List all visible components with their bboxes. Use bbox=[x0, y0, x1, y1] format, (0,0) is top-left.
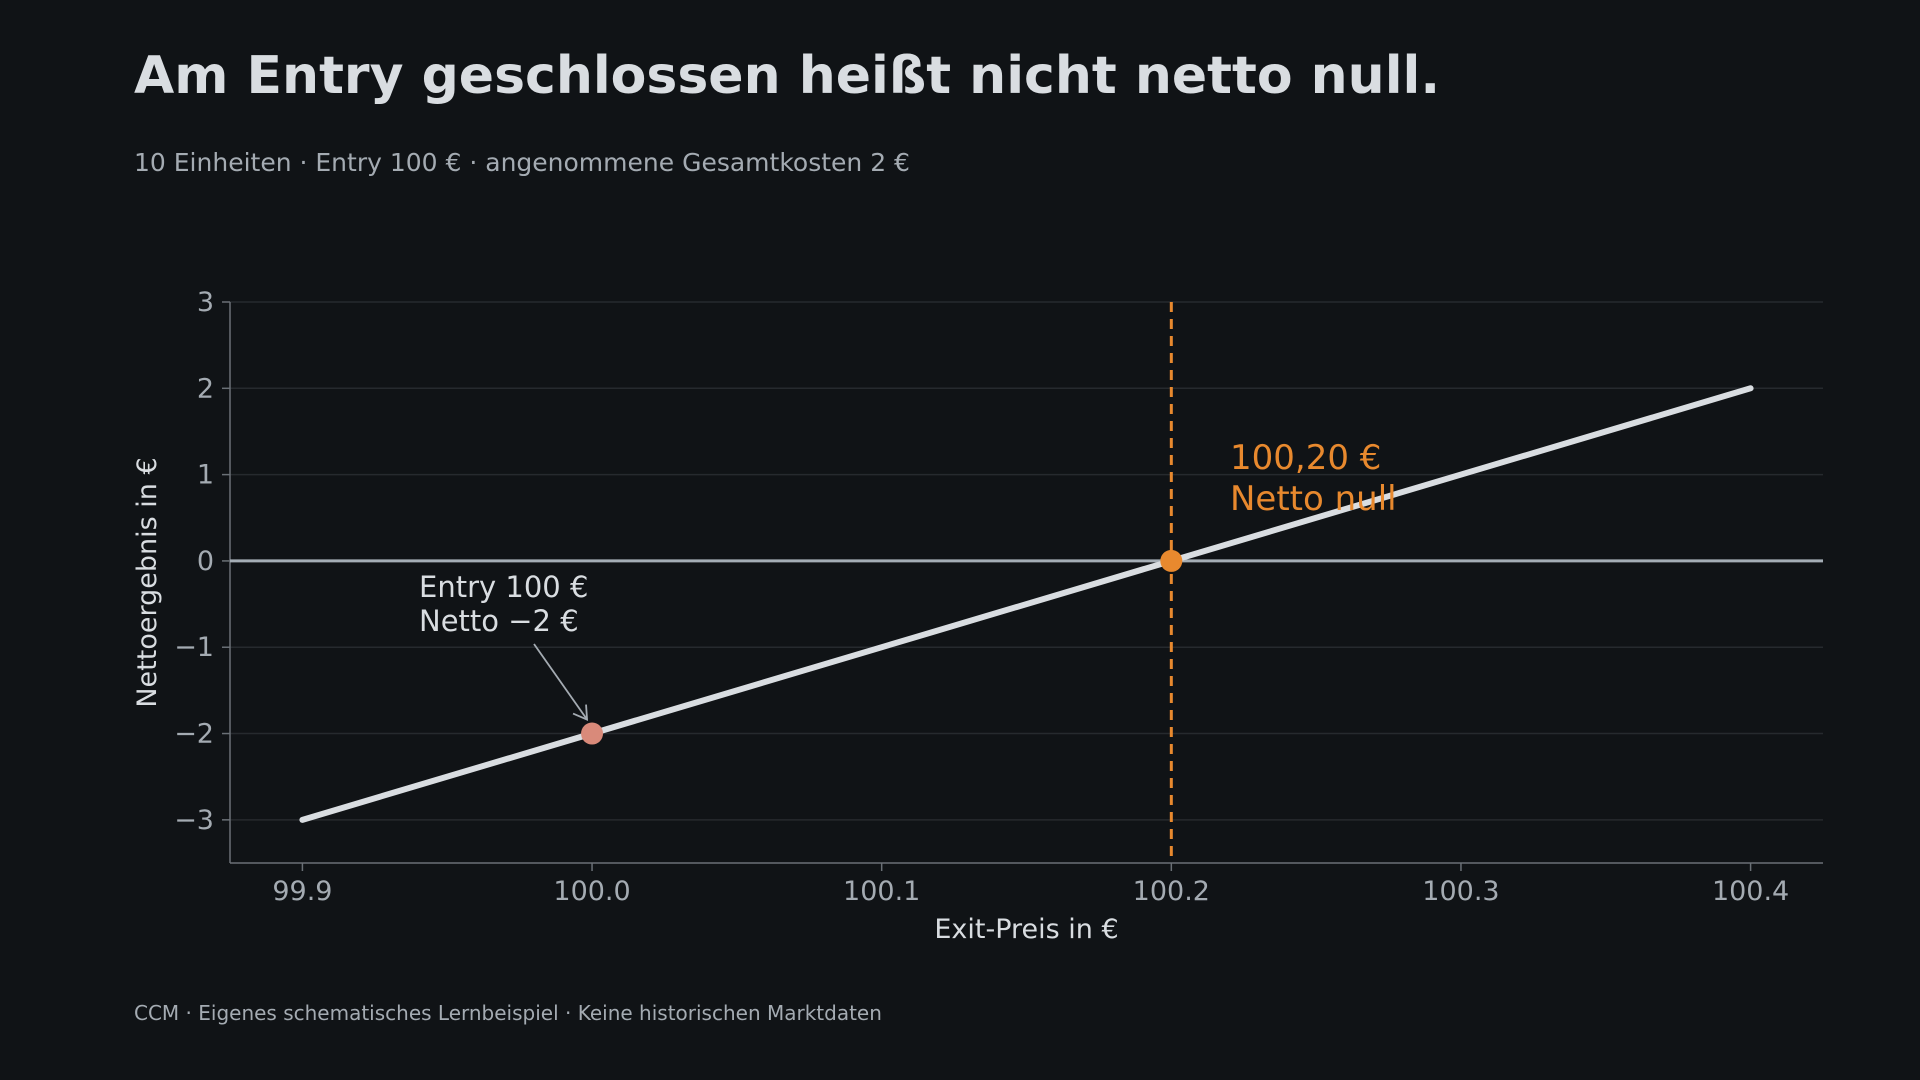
entry-arrow-head bbox=[572, 704, 589, 721]
entry-label-line2: Netto −2 € bbox=[419, 604, 579, 638]
x-tick-label: 100.0 bbox=[553, 876, 630, 907]
x-tick-label: 100.3 bbox=[1422, 876, 1499, 907]
breakeven-label-line2: Netto null bbox=[1230, 479, 1397, 519]
entry-label-line1: Entry 100 € bbox=[419, 570, 588, 604]
y-axis-label: Nettoergebnis in € bbox=[132, 457, 163, 707]
y-tick-label: 1 bbox=[197, 460, 214, 491]
grid-lines bbox=[230, 301, 1823, 821]
breakeven-label-line1: 100,20 € bbox=[1230, 438, 1381, 478]
breakeven-point bbox=[1160, 549, 1183, 572]
chart-subtitle: 10 Einheiten · Entry 100 € · angenommene… bbox=[134, 148, 910, 177]
y-tick-label: 2 bbox=[197, 373, 214, 404]
entry-point bbox=[581, 722, 604, 745]
y-tick-label: −2 bbox=[174, 719, 214, 750]
entry-arrow bbox=[533, 643, 588, 721]
tick-labels: 3 2 1 0 −1 −2 −3 99.9 100.0 100.1 100.2 100.3 100.4 bbox=[174, 287, 1789, 907]
annotations: Entry 100 €Netto −2 € 100,20 €Netto null bbox=[419, 438, 1397, 721]
y-tick-label: −1 bbox=[174, 632, 214, 663]
y-tick-label: 0 bbox=[197, 546, 214, 577]
footer-note: CCM · Eigenes schematisches Lernbeispiel… bbox=[134, 1001, 882, 1025]
x-tick-label: 100.4 bbox=[1712, 876, 1789, 907]
x-tick-label: 100.2 bbox=[1133, 876, 1210, 907]
net-result-line bbox=[299, 385, 1754, 823]
series bbox=[230, 302, 1823, 863]
x-tick-label: 100.1 bbox=[843, 876, 920, 907]
chart-title: Am Entry geschlossen heißt nicht netto n… bbox=[134, 46, 1441, 106]
y-tick-label: −3 bbox=[174, 805, 214, 836]
y-tick-label: 3 bbox=[197, 287, 214, 318]
x-tick-label: 99.9 bbox=[272, 876, 332, 907]
axes: Exit-Preis in € Nettoergebnis in € bbox=[132, 301, 1823, 945]
x-axis-label: Exit-Preis in € bbox=[934, 914, 1118, 945]
